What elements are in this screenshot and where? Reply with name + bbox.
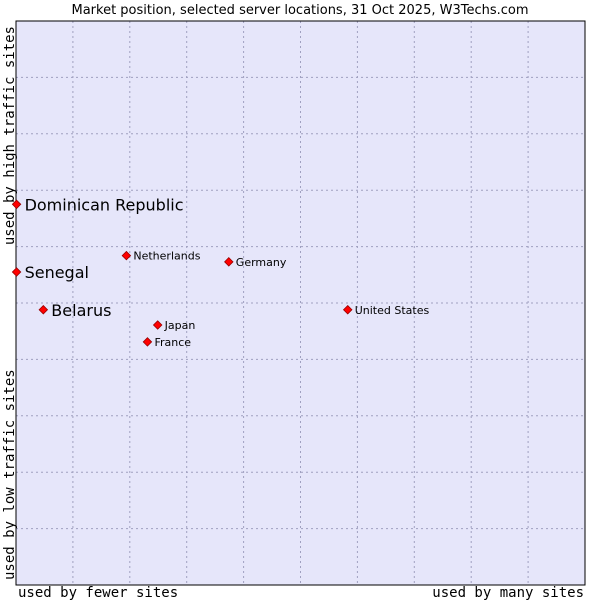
point-marker-japan (152, 320, 163, 330)
point-label-germany: Germany (236, 256, 287, 269)
data-points: Dominican Republic Senegal Belarus Netherla… (11, 195, 430, 349)
point-marker-united-states (342, 305, 353, 315)
point-marker-france (142, 337, 153, 347)
y-axis-label-high: used by high traffic sites (2, 26, 18, 245)
point-label-netherlands: Netherlands (133, 250, 200, 263)
point-marker-dominican-republic (11, 199, 22, 210)
point-marker-germany (224, 257, 234, 267)
point-label-france: France (154, 336, 191, 349)
x-axis-label-high: used by many sites (432, 585, 584, 600)
plot-frame (15, 20, 586, 586)
point-label-dominican-republic: Dominican Republic (25, 195, 184, 214)
point-label-japan: Japan (164, 319, 196, 332)
point-label-belarus: Belarus (51, 301, 111, 320)
point-marker-netherlands (121, 250, 132, 261)
y-axis-label-low: used by low traffic sites (2, 369, 18, 580)
point-marker-senegal (11, 267, 22, 277)
x-axis-label-low: used by fewer sites (18, 585, 178, 600)
grid-lines (16, 21, 585, 585)
point-label-senegal: Senegal (25, 263, 89, 282)
point-label-united-states: United States (355, 304, 430, 317)
point-marker-belarus (38, 305, 49, 315)
chart-title: Market position, selected server locatio… (71, 3, 528, 18)
